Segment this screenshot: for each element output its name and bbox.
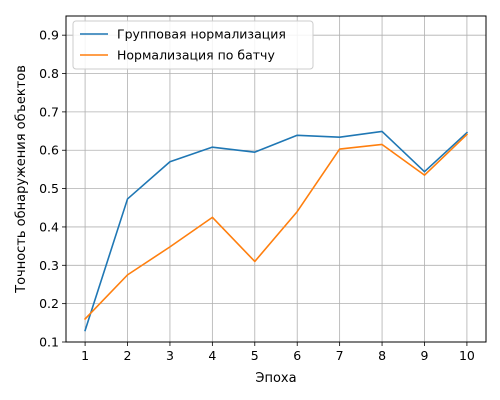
legend: Групповая нормализация Нормализация по ба…	[72, 20, 314, 70]
x-tick-label: 4	[208, 348, 216, 363]
y-tick-label: 0.6	[39, 143, 59, 158]
legend-label: Нормализация по батчу	[117, 48, 275, 63]
x-tick-label: 6	[293, 348, 301, 363]
x-tick-label: 1	[81, 348, 89, 363]
x-tick-label: 5	[251, 348, 259, 363]
x-tick-label: 2	[124, 348, 132, 363]
x-tick-label: 3	[166, 348, 174, 363]
y-tick-label: 0.1	[39, 335, 59, 350]
x-tick-label: 9	[421, 348, 429, 363]
y-axis-ticks: 0.1 0.2 0.3 0.4 0.5 0.6 0.7 0.8 0.9	[39, 28, 66, 350]
y-axis-label: Точность обнаружения объектов	[14, 65, 29, 294]
series-line-1	[84, 130, 469, 332]
y-tick-label: 0.5	[39, 181, 59, 196]
y-tick-label: 0.4	[39, 219, 59, 234]
x-axis-label: Эпоха	[255, 371, 296, 386]
series-lines	[83, 130, 469, 332]
y-tick-label: 0.2	[39, 296, 59, 311]
x-tick-label: 8	[378, 348, 386, 363]
x-axis-ticks: 1 2 3 4 5 6 7 8 9 10	[81, 342, 475, 363]
series-line-2	[83, 133, 469, 321]
y-tick-label: 0.9	[39, 28, 59, 43]
legend-box	[72, 20, 314, 70]
y-tick-label: 0.8	[39, 66, 59, 81]
x-tick-label: 10	[459, 348, 475, 363]
plot-area-frame	[65, 15, 487, 343]
legend-label: Групповая нормализация	[117, 27, 286, 42]
y-tick-label: 0.3	[39, 258, 59, 273]
y-tick-label: 0.7	[39, 104, 59, 119]
x-tick-label: 7	[336, 348, 344, 363]
